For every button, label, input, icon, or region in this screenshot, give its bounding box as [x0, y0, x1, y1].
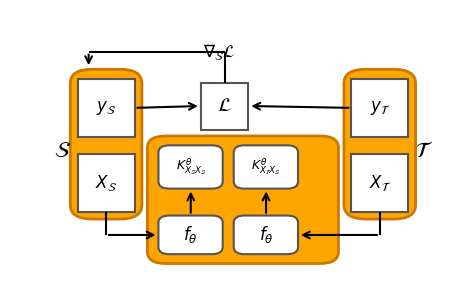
Text: $\mathcal{S}$: $\mathcal{S}$	[54, 140, 71, 162]
Text: $f_{\theta}$: $f_{\theta}$	[259, 224, 273, 245]
Text: $y_{\mathcal{S}}$: $y_{\mathcal{S}}$	[96, 99, 116, 117]
FancyBboxPatch shape	[234, 216, 298, 254]
Text: $y_{\mathcal{T}}$: $y_{\mathcal{T}}$	[370, 99, 390, 117]
Text: $f_{\theta}$: $f_{\theta}$	[183, 224, 198, 245]
Text: $\mathcal{L}$: $\mathcal{L}$	[217, 97, 232, 115]
FancyBboxPatch shape	[201, 83, 248, 130]
Text: $K^{\theta}_{X_{\mathcal{S}}X_{\mathcal{S}}}$: $K^{\theta}_{X_{\mathcal{S}}X_{\mathcal{…	[175, 157, 206, 177]
Text: $\mathcal{T}$: $\mathcal{T}$	[415, 140, 433, 162]
Text: $X_{\mathcal{S}}$: $X_{\mathcal{S}}$	[95, 173, 117, 193]
FancyBboxPatch shape	[158, 145, 223, 188]
FancyBboxPatch shape	[70, 69, 142, 219]
FancyBboxPatch shape	[344, 69, 416, 219]
FancyBboxPatch shape	[158, 216, 223, 254]
FancyBboxPatch shape	[78, 154, 135, 212]
FancyBboxPatch shape	[78, 79, 135, 137]
FancyBboxPatch shape	[147, 136, 338, 264]
FancyBboxPatch shape	[234, 145, 298, 188]
Text: $X_{\mathcal{T}}$: $X_{\mathcal{T}}$	[369, 173, 391, 193]
Text: $K^{\theta}_{X_{\mathcal{T}}X_{\mathcal{S}}}$: $K^{\theta}_{X_{\mathcal{T}}X_{\mathcal{…	[251, 157, 281, 177]
Text: $\nabla_{\mathcal{S}}\mathcal{L}$: $\nabla_{\mathcal{S}}\mathcal{L}$	[203, 42, 235, 62]
FancyBboxPatch shape	[351, 154, 408, 212]
FancyBboxPatch shape	[351, 79, 408, 137]
